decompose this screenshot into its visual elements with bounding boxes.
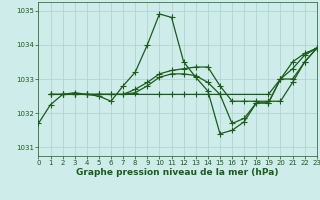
X-axis label: Graphe pression niveau de la mer (hPa): Graphe pression niveau de la mer (hPa) [76, 168, 279, 177]
